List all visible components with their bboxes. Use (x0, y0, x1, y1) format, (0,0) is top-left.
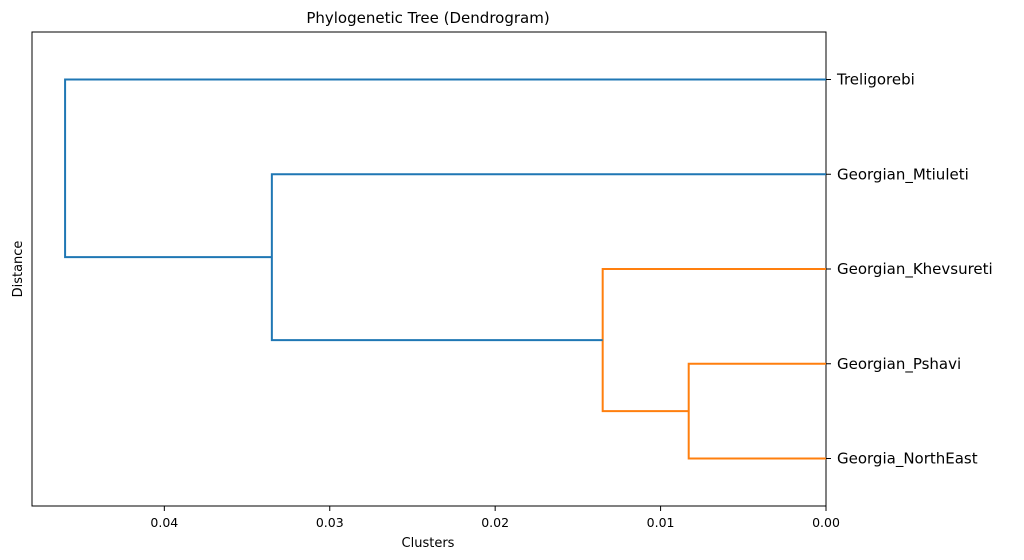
chart-title: Phylogenetic Tree (Dendrogram) (306, 9, 549, 27)
leaf-labels: Treligorebi Georgian_Mtiuleti Georgian_Khe… (826, 71, 993, 469)
dendrogram-link-3 (64, 78, 826, 259)
x-tick-label: 0.03 (316, 515, 344, 530)
dendrogram-link-1 (601, 268, 826, 413)
leaf-label: Treligorebi (836, 71, 915, 89)
leaf-label: Georgian_Khevsureti (837, 260, 993, 279)
y-axis-label: Distance (11, 241, 26, 298)
leaf-label: Georgian_Mtiuleti (837, 165, 969, 184)
x-tick-label: 0.02 (481, 515, 509, 530)
x-axis-ticks: 0.04 0.03 0.02 0.01 0.00 (150, 506, 840, 530)
dendrogram-links (64, 78, 826, 460)
leaf-label: Georgia_NorthEast (837, 450, 978, 469)
dendrogram-link-2 (270, 173, 826, 342)
leaf-label: Georgian_Pshavi (837, 355, 961, 374)
x-tick-label: 0.04 (150, 515, 178, 530)
dendrogram-link-0 (687, 362, 826, 460)
x-tick-label: 0.00 (812, 515, 840, 530)
x-axis-label: Clusters (402, 536, 455, 551)
x-tick-label: 0.01 (647, 515, 675, 530)
